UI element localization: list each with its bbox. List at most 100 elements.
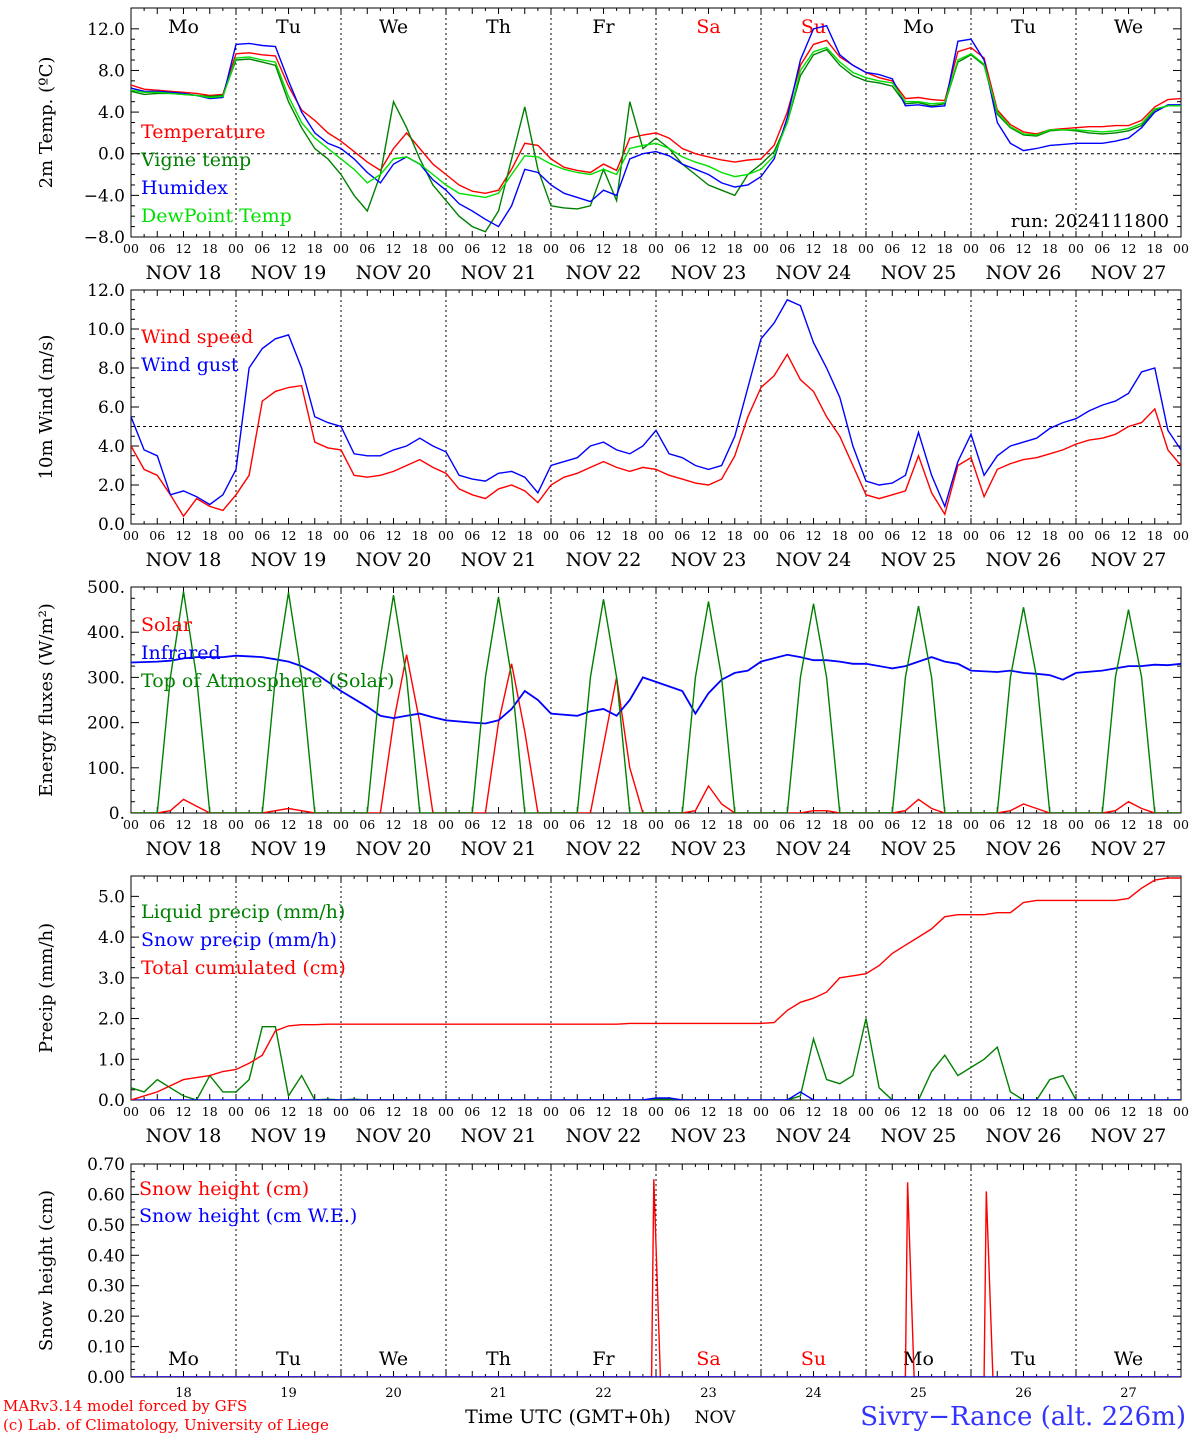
panel-frame [130,7,1182,238]
hour-tick-label: 00 [438,528,454,543]
hour-tick-label: 06 [989,241,1005,256]
y-tick-label: 2.0 [98,1010,125,1030]
series-group [131,877,1181,1100]
hour-tick-label: 00 [228,241,244,256]
series-line-1 [131,1179,1181,1377]
hour-tick-label: 12 [281,528,297,543]
hour-tick-label: 12 [176,528,192,543]
y-tick-label: 4.0 [98,437,125,457]
y-tick-label: 0. [109,804,125,824]
hour-tick-label: 12 [1121,817,1137,832]
weekday-label: Tu [276,1348,301,1370]
weekday-label: Mo [168,16,199,38]
hour-tick-label: 00 [123,528,139,543]
hour-tick-label: 12 [176,1104,192,1119]
y-tick-label: 2.0 [98,476,125,496]
hour-tick-label: 00 [1068,241,1084,256]
day-number-label: 18 [175,1386,192,1401]
hour-tick-label: 00 [543,528,559,543]
hour-tick-label: 12 [701,817,717,832]
hour-tick-label: 12 [911,817,927,832]
y-tick-label: 4.0 [98,928,125,948]
y-tick-label: 0.00 [87,1368,125,1388]
y-tick-label: 0.0 [98,1091,125,1111]
panel-frame [130,586,1182,814]
series-line-1 [131,39,1181,195]
hour-tick-label: 06 [464,241,480,256]
series-line-1 [131,1018,1181,1100]
weekday-label: Tu [1011,1348,1036,1370]
hour-tick-label: 06 [569,241,585,256]
date-label: NOV 19 [251,838,327,860]
hour-tick-label: 00 [333,1104,349,1119]
hour-tick-label: 18 [937,241,953,256]
hour-tick-label: 00 [228,817,244,832]
date-label: NOV 24 [776,262,852,284]
hour-tick-label: 18 [622,528,638,543]
legend-entry: Snow height (cm W.E.) [139,1205,357,1227]
weekday-label: Mo [903,1348,934,1370]
hour-tick-label: 00 [438,1104,454,1119]
model-credit: MARv3.14 model forced by GFS (c) Lab. of… [3,1397,329,1435]
hour-tick-label: 18 [727,241,743,256]
hour-tick-label: 06 [1094,528,1110,543]
hour-tick-label: 00 [1173,241,1189,256]
hour-tick-label: 06 [149,528,165,543]
hour-tick-label: 06 [149,817,165,832]
legend-entry: Vigne temp [140,149,251,171]
hour-tick-label: 06 [1094,817,1110,832]
y-tick-label: −4.0 [84,186,125,206]
hour-tick-label: 12 [1016,817,1032,832]
hour-tick-label: 00 [333,528,349,543]
hour-tick-label: 00 [858,528,874,543]
y-tick-label: 0.0 [98,515,125,535]
hour-tick-label: 06 [989,528,1005,543]
weekday-label: Fr [592,1348,615,1370]
hour-tick-label: 12 [596,528,612,543]
hour-tick-label: 12 [806,241,822,256]
date-label: NOV 20 [356,262,432,284]
date-label: NOV 20 [356,549,432,571]
hour-tick-label: 06 [884,241,900,256]
run-annotation: run: 2024111800 [1011,211,1169,232]
hour-tick-label: 18 [202,1104,218,1119]
hour-tick-label: 06 [884,1104,900,1119]
hour-tick-label: 12 [1016,528,1032,543]
date-label: NOV 18 [146,262,222,284]
date-label: NOV 25 [881,838,957,860]
day-number-label: 26 [1015,1386,1032,1401]
date-label: NOV 27 [1091,262,1167,284]
hour-tick-label: 12 [386,241,402,256]
day-number-label: 21 [490,1386,507,1401]
weekday-label: Fr [592,16,615,38]
y-axis-label: Energy fluxes (W/m²) [36,603,57,797]
date-label: NOV 18 [146,1125,222,1147]
legend-entry: Wind gust [141,354,239,376]
hour-tick-label: 12 [806,528,822,543]
hour-tick-label: 06 [359,241,375,256]
y-axis-label: 10m Wind (m/s) [36,335,57,480]
hour-tick-label: 06 [674,241,690,256]
series-line-2 [131,298,1181,509]
hour-tick-label: 00 [963,528,979,543]
hour-tick-label: 06 [674,1104,690,1119]
hour-tick-label: 12 [281,817,297,832]
hour-tick-label: 18 [622,1104,638,1119]
hour-tick-label: 18 [1042,817,1058,832]
hour-tick-label: 06 [779,817,795,832]
weekday-label: Sa [696,16,720,38]
y-tick-label: −8.0 [84,228,125,248]
date-label: NOV 21 [461,838,537,860]
hour-tick-label: 12 [911,1104,927,1119]
hour-tick-label: 18 [202,528,218,543]
hour-tick-label: 12 [176,241,192,256]
hour-tick-label: 00 [963,817,979,832]
weekday-label: Mo [903,16,934,38]
date-label: NOV 20 [356,838,432,860]
hour-tick-label: 00 [1068,1104,1084,1119]
hour-tick-label: 00 [228,528,244,543]
weekday-label: Tu [1011,16,1036,38]
y-tick-label: 0.40 [87,1246,125,1266]
hour-tick-label: 18 [412,241,428,256]
